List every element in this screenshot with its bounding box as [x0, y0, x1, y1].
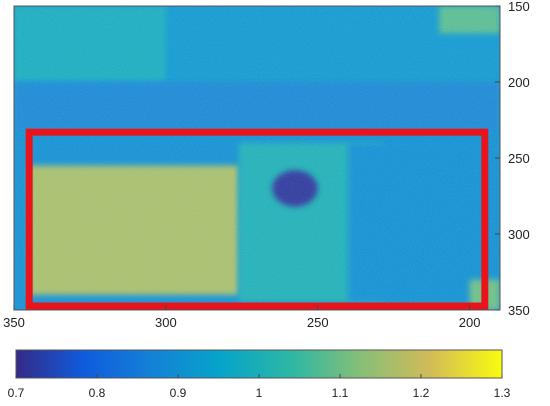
x-tick-label: 300 — [155, 315, 177, 330]
x-axis: 350 300 250 200 — [3, 305, 480, 330]
highlight-box — [25, 128, 489, 310]
colorbar — [15, 349, 503, 379]
heatmap-texture — [14, 6, 500, 310]
y-tick-label: 200 — [508, 75, 530, 90]
colorbar-axis: 0.7 0.8 0.9 1 1.1 1.2 1.3 — [8, 374, 511, 400]
x-tick-label: 350 — [3, 315, 25, 330]
colorbar-tick-label: 1.2 — [413, 386, 430, 400]
colorbar-tick-label: 0.8 — [89, 386, 106, 400]
colorbar-tick-label: 1.1 — [332, 386, 349, 400]
x-tick-label: 250 — [307, 315, 329, 330]
x-tick-label: 200 — [459, 315, 481, 330]
colorbar-tick-label: 1.3 — [494, 386, 511, 400]
y-axis: 150 200 250 300 350 — [495, 0, 530, 318]
y-tick-label: 350 — [508, 303, 530, 318]
y-tick-label: 300 — [508, 227, 530, 242]
y-tick-label: 150 — [508, 0, 530, 14]
colorbar-tick-label: 0.7 — [8, 386, 25, 400]
colorbar-tick-label: 0.9 — [170, 386, 187, 400]
colorbar-tick-label: 1 — [256, 386, 263, 400]
y-tick-label: 250 — [508, 151, 530, 166]
